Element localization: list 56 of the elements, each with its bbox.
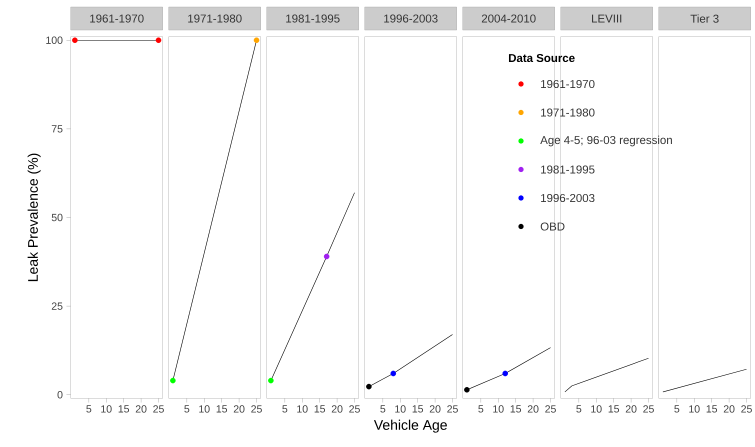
x-tick-label: 25 (447, 405, 458, 413)
x-tick-label: 5 (184, 405, 190, 413)
x-tick-label: 20 (528, 405, 539, 413)
x-tick-label: 5 (282, 405, 288, 413)
chart-title: Tier 3 (690, 14, 719, 23)
x-tick-label: 20 (430, 405, 441, 413)
x-tick-label: 15 (216, 405, 228, 413)
x-tick-label: 25 (153, 405, 164, 413)
x-tick-label: 10 (493, 405, 504, 413)
x-tick-label: 10 (101, 405, 112, 413)
x-tick-label: 5 (478, 405, 484, 413)
chart-title: 1981-1995 (286, 14, 340, 23)
x-tick-label: 5 (86, 405, 92, 413)
x-tick-label: 15 (314, 405, 326, 413)
y-tick-label: 25 (52, 302, 62, 310)
legend-label: OBD (540, 222, 564, 231)
x-tick-label: 20 (332, 405, 342, 413)
chart-title: 2004-2010 (482, 14, 536, 23)
x-tick-label: 25 (251, 405, 262, 413)
y-tick-label: 0 (58, 391, 63, 398)
y-tick-label: 75 (52, 125, 62, 133)
x-tick-label: 5 (674, 405, 680, 413)
x-tick-label: 15 (706, 405, 718, 413)
x-tick-label: 20 (136, 405, 146, 413)
x-tick-label: 10 (199, 405, 210, 413)
x-tick-label: 10 (591, 405, 602, 413)
x-tick-label: 10 (689, 405, 700, 413)
chart-title: 1971-1980 (188, 14, 242, 23)
legend-title: Data Source (508, 54, 575, 62)
x-tick-label: 5 (380, 405, 386, 413)
x-tick-label: 25 (545, 405, 556, 413)
x-tick-label: 20 (724, 405, 735, 413)
x-tick-label: 10 (395, 405, 406, 413)
x-tick-label: 20 (234, 405, 244, 413)
legend-label: 1971-1980 (541, 108, 595, 117)
x-tick-label: 15 (510, 405, 522, 413)
legend-label: 1996-2003 (541, 194, 594, 202)
x-tick-label: 20 (626, 405, 637, 413)
x-tick-label: 5 (576, 405, 582, 413)
x-tick-label: 25 (741, 405, 752, 413)
x-tick-label: 25 (349, 405, 360, 413)
x-axis-title: Vehicle Age (374, 420, 447, 433)
legend-label: 1961-1970 (541, 80, 595, 88)
x-tick-label: 15 (412, 405, 424, 413)
x-tick-label: 25 (643, 405, 654, 413)
y-tick-label: 100 (46, 36, 63, 44)
chart-title: 1961-1970 (90, 14, 144, 23)
x-tick-label: 10 (297, 405, 308, 413)
legend-label: Age 4-5; 96-03 regression (540, 136, 672, 146)
chart-title: LEVIII (592, 14, 622, 22)
y-tick-label: 50 (52, 214, 63, 222)
chart-title: 1996-2003 (384, 14, 438, 23)
x-tick-label: 15 (608, 405, 620, 413)
y-axis-title: Leak Prevalence (%) (28, 154, 41, 282)
legend-label: 1981-1995 (541, 165, 594, 174)
x-tick-label: 15 (118, 405, 130, 413)
